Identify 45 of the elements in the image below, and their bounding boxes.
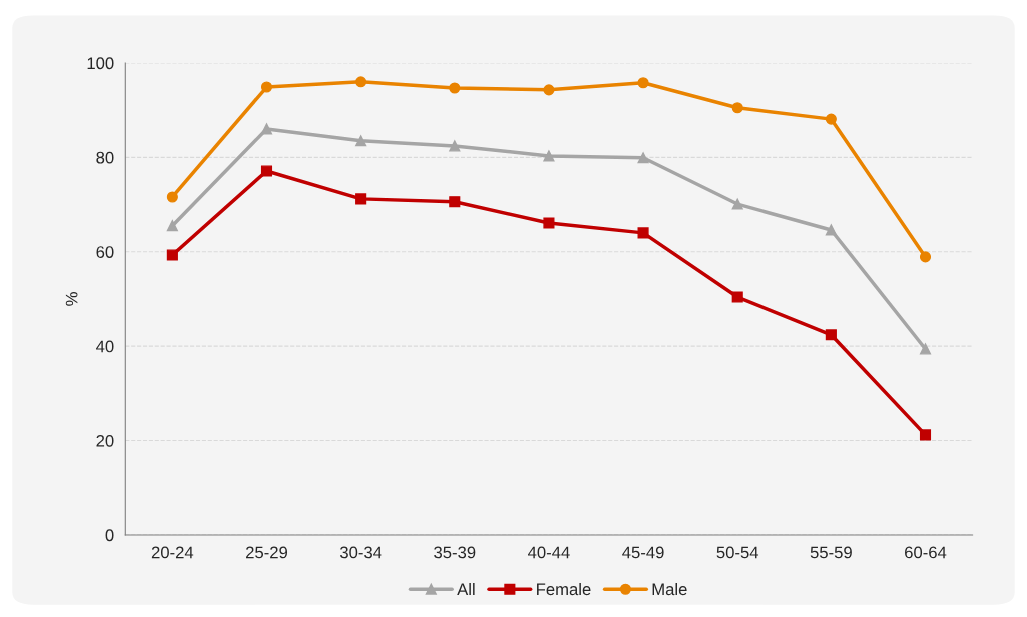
point (166, 249, 178, 261)
point (637, 152, 649, 164)
x-tick-label: 35-39 (434, 546, 476, 559)
point (260, 165, 273, 177)
x-tick-label: 30-34 (339, 546, 382, 559)
point (731, 102, 743, 114)
y-tick-label: 80 (96, 151, 114, 164)
point (166, 220, 178, 232)
x-tick-label: 60-64 (905, 546, 947, 559)
x-tick-label: 20-24 (151, 546, 194, 559)
point (919, 251, 932, 263)
legend-label: All (457, 582, 475, 596)
point (449, 196, 461, 208)
y-tick-label: 40 (96, 340, 114, 353)
point (355, 76, 367, 88)
x-tick-label: 55-59 (810, 546, 852, 559)
point (449, 82, 461, 94)
y-tick-label: 20 (96, 434, 114, 447)
y-axis-title: % (65, 292, 78, 306)
point (825, 329, 837, 341)
point (637, 227, 649, 239)
point (637, 77, 649, 89)
point (449, 140, 461, 152)
x-tick-label: 25-29 (246, 546, 288, 559)
point (543, 150, 555, 162)
point (355, 135, 367, 147)
point (825, 224, 837, 236)
point (543, 84, 555, 96)
x-tick-label: 45-49 (622, 546, 664, 559)
x-tick-label: 50-54 (716, 546, 759, 559)
point (355, 193, 367, 205)
point (919, 343, 932, 355)
y-tick-label: 100 (87, 57, 114, 70)
point (825, 113, 837, 125)
point (543, 217, 555, 229)
x-tick-label: 40-44 (528, 546, 570, 559)
y-tick-label: 60 (96, 246, 114, 258)
legend-label: Female (537, 582, 591, 596)
point (166, 191, 178, 203)
point (919, 429, 932, 441)
point (260, 81, 273, 93)
y-tick-label: 0 (105, 529, 114, 542)
legend-label: Male (652, 582, 687, 596)
point (731, 291, 743, 303)
point (731, 198, 743, 210)
